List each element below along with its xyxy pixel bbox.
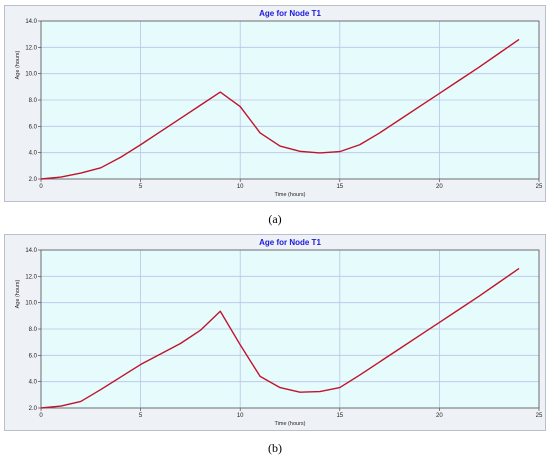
y-tick-label: 6.0 <box>29 353 38 359</box>
y-tick-label: 4.0 <box>29 151 38 157</box>
y-tick-label: 4.0 <box>29 380 38 386</box>
y-tick-label: 10.0 <box>25 301 37 307</box>
chart-panel-a: Age for Node T1 0 5 10 15 20 25 2.0 4.0 6.0 8.0 10.… <box>4 5 546 202</box>
x-tick-label: 0 <box>39 184 43 190</box>
caption-b: (b) <box>268 441 282 455</box>
x-tick-label: 25 <box>536 413 543 419</box>
x-tick-label: 10 <box>237 184 244 190</box>
series-line-b <box>40 267 520 409</box>
y-tick-label: 6.0 <box>29 124 38 130</box>
series-line-a <box>40 38 520 180</box>
chart-b: Age for Node T1 0 5 10 15 20 25 2.0 4.0 6.0 8.0 10.… <box>15 238 543 427</box>
x-tick-label: 0 <box>39 413 43 419</box>
x-tick-label: 15 <box>336 413 343 419</box>
plot-frame <box>40 20 540 180</box>
y-tick-label: 8.0 <box>29 98 38 104</box>
plot-frame <box>40 249 540 409</box>
x-tick-label: 25 <box>536 184 543 190</box>
x-tick-label: 20 <box>436 413 443 419</box>
x-tick-label: 5 <box>139 413 143 419</box>
x-tick-label: 20 <box>436 184 443 190</box>
y-tick-label: 14.0 <box>25 248 37 254</box>
y-tick-label: 12.0 <box>25 45 37 51</box>
x-axis-label: Time (hours) <box>275 192 306 198</box>
chart-panel-b: Age for Node T1 0 5 10 15 20 25 2.0 4.0 6.0 8.0 10.… <box>4 234 546 431</box>
y-tick-label: 14.0 <box>25 19 37 25</box>
x-tick-label: 15 <box>336 184 343 190</box>
y-axis-label: Age (hours) <box>15 50 21 79</box>
chart-title: Age for Node T1 <box>259 238 321 247</box>
caption-a: (a) <box>268 212 282 226</box>
y-tick-label: 2.0 <box>29 406 38 412</box>
y-axis-label: Age (hours) <box>15 279 21 308</box>
x-tick-label: 5 <box>139 184 143 190</box>
chart-title: Age for Node T1 <box>259 9 321 18</box>
x-tick-label: 10 <box>237 413 244 419</box>
y-tick-label: 8.0 <box>29 327 38 333</box>
y-tick-label: 12.0 <box>25 274 37 280</box>
y-tick-label: 10.0 <box>25 72 37 78</box>
y-tick-label: 2.0 <box>29 177 38 183</box>
chart-a: Age for Node T1 0 5 10 15 20 25 2.0 4.0 6.0 8.0 10.… <box>15 9 543 198</box>
x-axis-label: Time (hours) <box>275 421 306 427</box>
